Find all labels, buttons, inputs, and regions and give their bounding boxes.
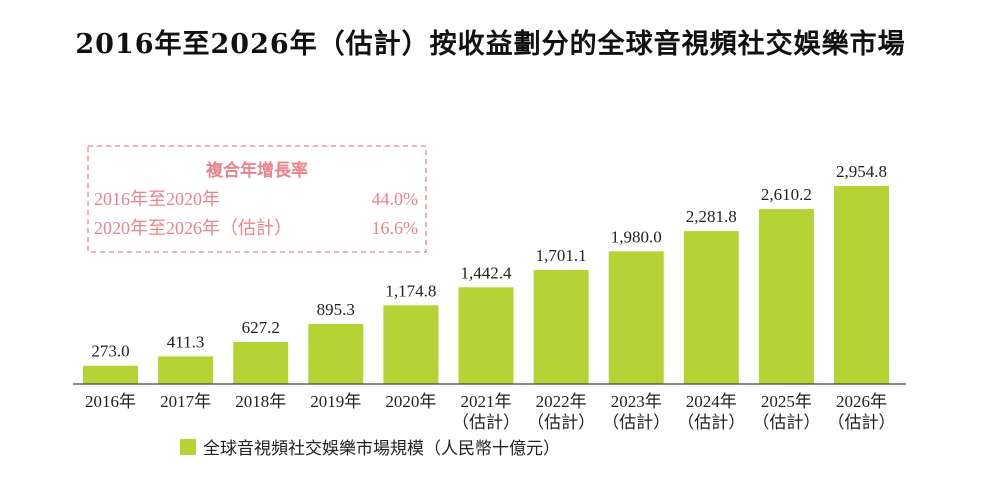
value-label-2: 627.2 bbox=[242, 318, 280, 337]
bar-6 bbox=[533, 270, 589, 384]
cagr-rate-2: 16.6% bbox=[372, 218, 419, 238]
x-tick-note-9: （估計） bbox=[752, 413, 820, 432]
value-label-6: 1,701.1 bbox=[536, 246, 587, 265]
x-tick-year-6: 2022年 bbox=[536, 392, 587, 411]
cagr-period-2: 2020年至2026年（估計） bbox=[94, 218, 292, 238]
x-tick-year-5: 2021年 bbox=[461, 392, 512, 411]
cagr-rate-1: 44.0% bbox=[372, 189, 419, 209]
bar-5 bbox=[458, 287, 514, 384]
x-tick-year-9: 2025年 bbox=[761, 392, 812, 411]
x-tick-year-8: 2024年 bbox=[686, 392, 737, 411]
x-tick-note-5: （估計） bbox=[452, 413, 520, 432]
value-label-9: 2,610.2 bbox=[761, 185, 812, 204]
bar-9 bbox=[758, 209, 814, 384]
legend-label: 全球音視頻社交娛樂市場規模（人民幣十億元） bbox=[203, 439, 560, 458]
value-label-0: 273.0 bbox=[91, 342, 129, 361]
bar-2 bbox=[233, 342, 289, 384]
value-label-10: 2,954.8 bbox=[836, 162, 887, 181]
cagr-box: 複合年增長率 2016年至2020年 44.0% 2020年至2026年（估計）… bbox=[87, 145, 427, 253]
bar-1 bbox=[158, 356, 214, 384]
bar-3 bbox=[308, 324, 364, 384]
cagr-period-1: 2016年至2020年 bbox=[94, 189, 220, 209]
value-label-5: 1,442.4 bbox=[461, 263, 513, 282]
x-tick-note-6: （估計） bbox=[527, 413, 595, 432]
value-label-4: 1,174.8 bbox=[385, 281, 436, 300]
x-tick-note-10: （估計） bbox=[828, 413, 896, 432]
x-tick-year-1: 2017年 bbox=[160, 392, 211, 411]
bar-7 bbox=[608, 251, 664, 384]
x-tick-year-2: 2018年 bbox=[235, 392, 286, 411]
cagr-box-border bbox=[87, 145, 427, 253]
cagr-title: 複合年增長率 bbox=[205, 160, 308, 181]
x-tick-labels-group: 2016年 2017年 2018年 2019年 2020年 2021年 （估計） 2022年 （… bbox=[85, 392, 896, 432]
x-tick-note-7: （估計） bbox=[602, 413, 670, 432]
x-tick-year-3: 2019年 bbox=[310, 392, 361, 411]
x-tick-year-0: 2016年 bbox=[85, 392, 136, 411]
bar-4 bbox=[383, 305, 439, 384]
x-tick-year-4: 2020年 bbox=[385, 392, 436, 411]
value-label-8: 2,281.8 bbox=[686, 207, 737, 226]
x-tick-year-10: 2026年 bbox=[836, 392, 887, 411]
bar-0 bbox=[83, 365, 138, 384]
legend-swatch bbox=[180, 439, 196, 455]
bar-10 bbox=[834, 186, 889, 384]
x-tick-year-7: 2023年 bbox=[611, 392, 662, 411]
legend: 全球音視頻社交娛樂市場規模（人民幣十億元） bbox=[180, 439, 560, 458]
bars-group bbox=[83, 186, 889, 384]
bar-8 bbox=[683, 231, 739, 384]
value-label-1: 411.3 bbox=[167, 332, 205, 351]
value-label-7: 1,980.0 bbox=[611, 227, 662, 246]
x-tick-note-8: （估計） bbox=[677, 413, 745, 432]
value-labels-group: 273.0 411.3 627.2 895.3 1,174.8 1,442.4 1,701.… bbox=[91, 162, 887, 361]
value-label-3: 895.3 bbox=[317, 300, 355, 319]
chart-title: 2016年至2026年（估計）按收益劃分的全球音視頻社交娛樂市場 bbox=[75, 29, 906, 60]
